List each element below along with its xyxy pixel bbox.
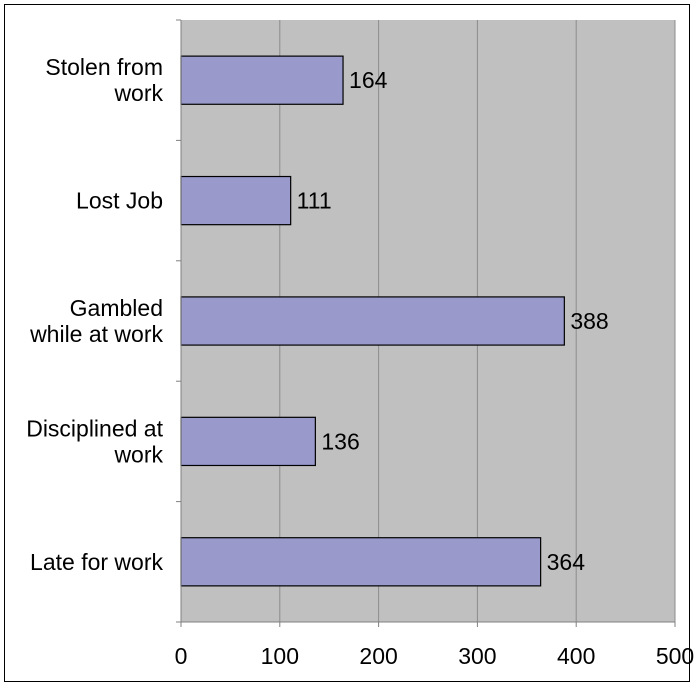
bar-4 (180, 537, 542, 587)
x-tick-label-400: 400 (557, 643, 595, 669)
x-tick-label-0: 0 (175, 643, 188, 669)
category-label-3: Disciplined at work (26, 415, 163, 467)
bar-0 (180, 55, 344, 105)
value-label-4: 364 (547, 549, 586, 575)
category-label-2: Gambled while at work (29, 295, 163, 347)
category-label-1: Lost Job (76, 188, 163, 214)
axes (176, 19, 676, 627)
labels: 164 Stolen from work 111 Lost Job 388 Gambled w… (26, 54, 694, 669)
value-label-1: 111 (297, 188, 332, 214)
value-label-2: 388 (570, 308, 608, 334)
bars (180, 55, 565, 587)
bar-3 (180, 416, 316, 467)
bar-2 (180, 296, 565, 346)
x-tick-label-500: 500 (656, 643, 694, 669)
value-label-0: 164 (349, 67, 388, 93)
category-label-0: Stolen from work (45, 54, 163, 106)
x-tick-label-200: 200 (359, 643, 397, 669)
bar-1 (180, 175, 292, 226)
category-label-4: Late for work (30, 549, 163, 575)
value-label-3: 136 (321, 428, 359, 454)
x-tick-label-100: 100 (261, 643, 299, 669)
x-tick-label-300: 300 (458, 643, 496, 669)
